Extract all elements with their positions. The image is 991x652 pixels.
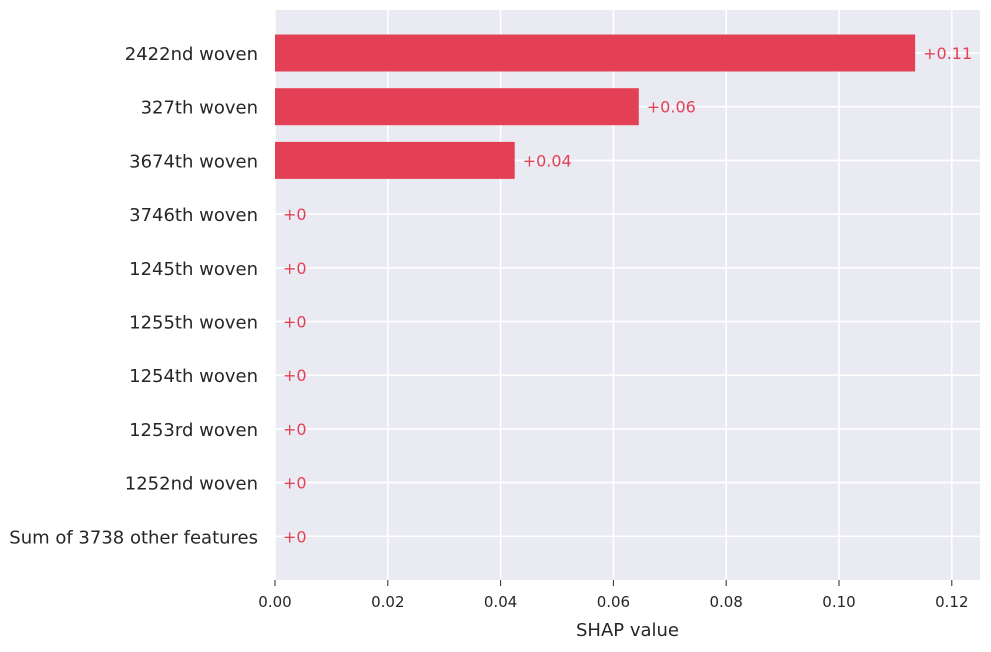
bar-value-label: +0.11 <box>923 44 972 63</box>
x-tick-label: 0.08 <box>709 593 742 611</box>
y-tick-label: 3674th woven <box>129 151 258 172</box>
bar-value-label: +0 <box>283 259 307 278</box>
y-tick-label: 1254th woven <box>129 366 258 387</box>
bar-value-label: +0.04 <box>523 151 572 170</box>
y-tick-label: 2422nd woven <box>125 44 258 65</box>
x-tick-label: 0.10 <box>822 593 855 611</box>
x-tick-label: 0.00 <box>258 593 291 611</box>
bar <box>275 34 916 72</box>
y-tick-label: 327th woven <box>141 98 258 119</box>
y-tick-label: 1245th woven <box>129 259 258 280</box>
bar <box>275 141 515 179</box>
bar-value-label: +0 <box>283 474 307 493</box>
bars <box>275 34 916 179</box>
bar-value-label: +0.06 <box>647 98 696 117</box>
bar-value-label: +0 <box>283 527 307 546</box>
x-tick-label: 0.06 <box>597 593 630 611</box>
x-tick-label: 0.02 <box>371 593 404 611</box>
y-tick-label: 1253rd woven <box>129 420 258 441</box>
value-labels: +0.11 +0.06 +0.04 +0 +0 +0 +0 +0 +0 +0 <box>283 44 972 546</box>
y-tick-label: Sum of 3738 other features <box>9 527 258 548</box>
bar-value-label: +0 <box>283 313 307 332</box>
bar-value-label: +0 <box>283 366 307 385</box>
bar-value-label: +0 <box>283 420 307 439</box>
y-tick-label: 1255th woven <box>129 313 258 334</box>
x-tick-label: 0.12 <box>935 593 968 611</box>
y-tick-labels: 2422nd woven 327th woven 3674th woven 3746t… <box>9 44 258 548</box>
y-tick-label: 1252nd woven <box>125 474 258 495</box>
bar-value-label: +0 <box>283 205 307 224</box>
x-tick-label: 0.04 <box>484 593 517 611</box>
y-tick-label: 3746th woven <box>129 205 258 226</box>
x-tick-labels: 0.00 0.02 0.04 0.06 0.08 0.10 0.12 <box>258 580 969 611</box>
x-axis-label: SHAP value <box>576 620 679 641</box>
bar <box>275 88 639 126</box>
